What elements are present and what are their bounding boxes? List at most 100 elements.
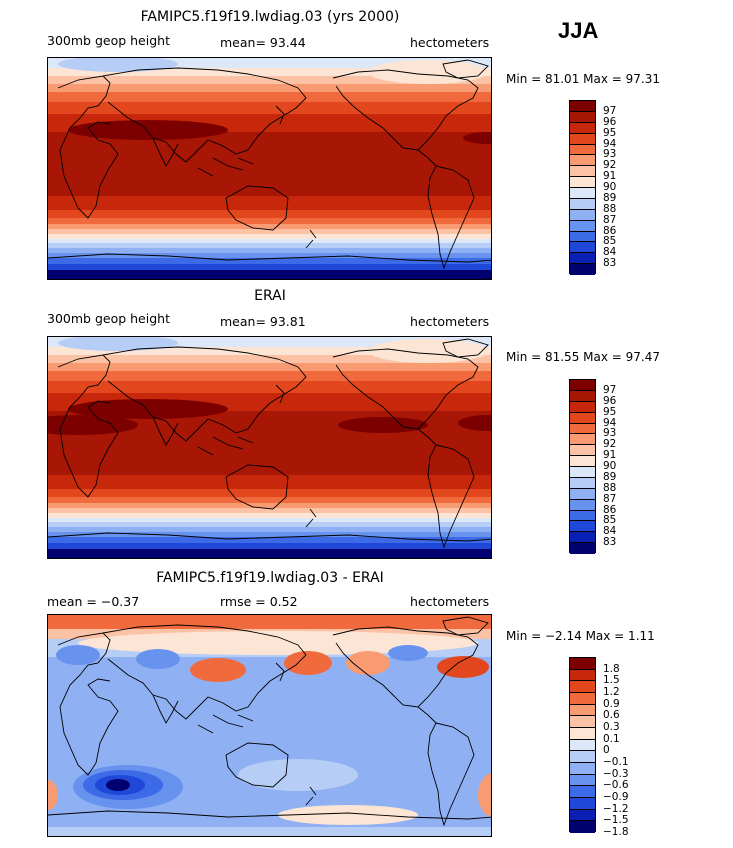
colorbar-swatch	[570, 669, 595, 682]
colorbar-swatch	[570, 488, 595, 500]
colorbar-tick-label: 83	[603, 257, 617, 270]
colorbar-tick-label: 85	[603, 235, 617, 248]
colorbar-tick-label: 88	[603, 481, 617, 494]
colorbar-swatch	[570, 177, 595, 188]
colorbar-tick-label: 0.9	[603, 697, 620, 710]
colorbar-tick-label: 84	[603, 246, 617, 259]
colorbar-swatch	[570, 477, 595, 489]
colorbar-swatch	[570, 445, 595, 457]
colorbar-tick-label: 88	[603, 202, 617, 215]
colorbar-tick-label: 92	[603, 438, 617, 451]
colorbar-tick-label: 86	[603, 503, 617, 516]
colorbar-swatch	[570, 681, 595, 693]
panel2-title: ERAI	[254, 288, 286, 304]
colorbar-tick-label: 93	[603, 148, 617, 161]
panel2-mean-label: mean= 93.81	[220, 314, 306, 329]
panel3-units-label: hectometers	[410, 594, 490, 609]
colorbar-swatch	[570, 704, 595, 717]
colorbar-tick-label: 87	[603, 492, 617, 505]
colorbar-swatch	[570, 751, 595, 763]
colorbar-tick-label: −1.5	[603, 814, 629, 827]
season-label: JJA	[558, 18, 599, 43]
colorbar-swatch	[570, 658, 595, 670]
colorbar-swatch	[570, 510, 595, 522]
colorbar-swatch	[570, 122, 595, 134]
colorbar-swatch	[570, 774, 595, 787]
panel3-colorbar	[569, 657, 596, 833]
colorbar-tick-label: 1.2	[603, 686, 620, 698]
colorbar-swatch	[570, 133, 595, 145]
colorbar-tick-label: 97	[603, 383, 617, 396]
colorbar-tick-label: −0.1	[603, 756, 629, 768]
panel1-mean-label: mean= 93.44	[220, 35, 306, 50]
colorbar-tick-label: 83	[603, 536, 617, 549]
colorbar-swatch	[570, 111, 595, 123]
colorbar-tick-label: 95	[603, 405, 617, 418]
colorbar-tick-label: 90	[603, 460, 617, 472]
colorbar-swatch	[570, 380, 595, 391]
colorbar-tick-label: −1.8	[603, 826, 629, 838]
colorbar-tick-label: 84	[603, 525, 617, 538]
panel2-map	[47, 336, 492, 559]
colorbar-swatch	[570, 253, 595, 265]
colorbar-swatch	[570, 716, 595, 728]
colorbar-tick-label: 0.3	[603, 721, 620, 733]
colorbar-swatch	[570, 543, 595, 554]
colorbar-tick-label: −1.2	[603, 802, 629, 815]
colorbar-swatch	[570, 797, 595, 810]
colorbar-swatch	[570, 821, 595, 833]
colorbar-tick-label: 0.1	[603, 732, 620, 745]
colorbar-swatch	[570, 532, 595, 544]
colorbar-swatch	[570, 739, 595, 752]
colorbar-swatch	[570, 762, 595, 775]
colorbar-tick-label: 94	[603, 416, 617, 429]
colorbar-tick-label: 0	[603, 744, 610, 757]
colorbar-tick-label: 1.8	[603, 662, 620, 675]
colorbar-tick-label: 1.5	[603, 674, 620, 687]
panel2-units-label: hectometers	[410, 314, 490, 329]
colorbar-swatch	[570, 401, 595, 413]
colorbar-swatch	[570, 264, 595, 275]
colorbar-swatch	[570, 423, 595, 435]
colorbar-swatch	[570, 727, 595, 740]
panel1-variable-label: 300mb geop height	[47, 33, 170, 48]
colorbar-tick-label: 94	[603, 137, 617, 150]
colorbar-tick-label: 87	[603, 213, 617, 226]
colorbar-swatch	[570, 412, 595, 424]
panel3-map	[47, 614, 492, 837]
colorbar-tick-label: 0.6	[603, 709, 620, 722]
colorbar-swatch	[570, 521, 595, 533]
panel1-units-label: hectometers	[410, 35, 490, 50]
colorbar-swatch	[570, 786, 595, 798]
colorbar-tick-label: 86	[603, 224, 617, 237]
panel1-map	[47, 57, 492, 280]
colorbar-swatch	[570, 499, 595, 511]
colorbar-swatch	[570, 155, 595, 167]
panel2-variable-label: 300mb geop height	[47, 311, 170, 326]
panel3-minmax: Min = −2.14 Max = 1.11	[506, 629, 655, 643]
colorbar-swatch	[570, 242, 595, 254]
colorbar-tick-label: 97	[603, 104, 617, 117]
colorbar-swatch	[570, 209, 595, 221]
colorbar-swatch	[570, 231, 595, 243]
colorbar-swatch	[570, 456, 595, 467]
colorbar-swatch	[570, 467, 595, 478]
colorbar-tick-label: 92	[603, 159, 617, 172]
colorbar-tick-label: 89	[603, 470, 617, 483]
colorbar-swatch	[570, 101, 595, 112]
colorbar-tick-label: 91	[603, 170, 617, 183]
panel3-title: FAMIPC5.f19f19.lwdiag.03 - ERAI	[156, 570, 384, 586]
colorbar-tick-label: −0.9	[603, 791, 629, 803]
colorbar-swatch	[570, 809, 595, 822]
colorbar-swatch	[570, 144, 595, 156]
panel1-colorbar	[569, 100, 596, 275]
colorbar-tick-label: 95	[603, 126, 617, 139]
colorbar-tick-label: 96	[603, 115, 617, 128]
colorbar-tick-label: 89	[603, 191, 617, 204]
panel2-colorbar	[569, 379, 596, 554]
colorbar-tick-label: 93	[603, 427, 617, 440]
colorbar-swatch	[570, 188, 595, 199]
colorbar-tick-label: 91	[603, 449, 617, 462]
colorbar-tick-label: −0.3	[603, 767, 629, 780]
colorbar-swatch	[570, 166, 595, 178]
